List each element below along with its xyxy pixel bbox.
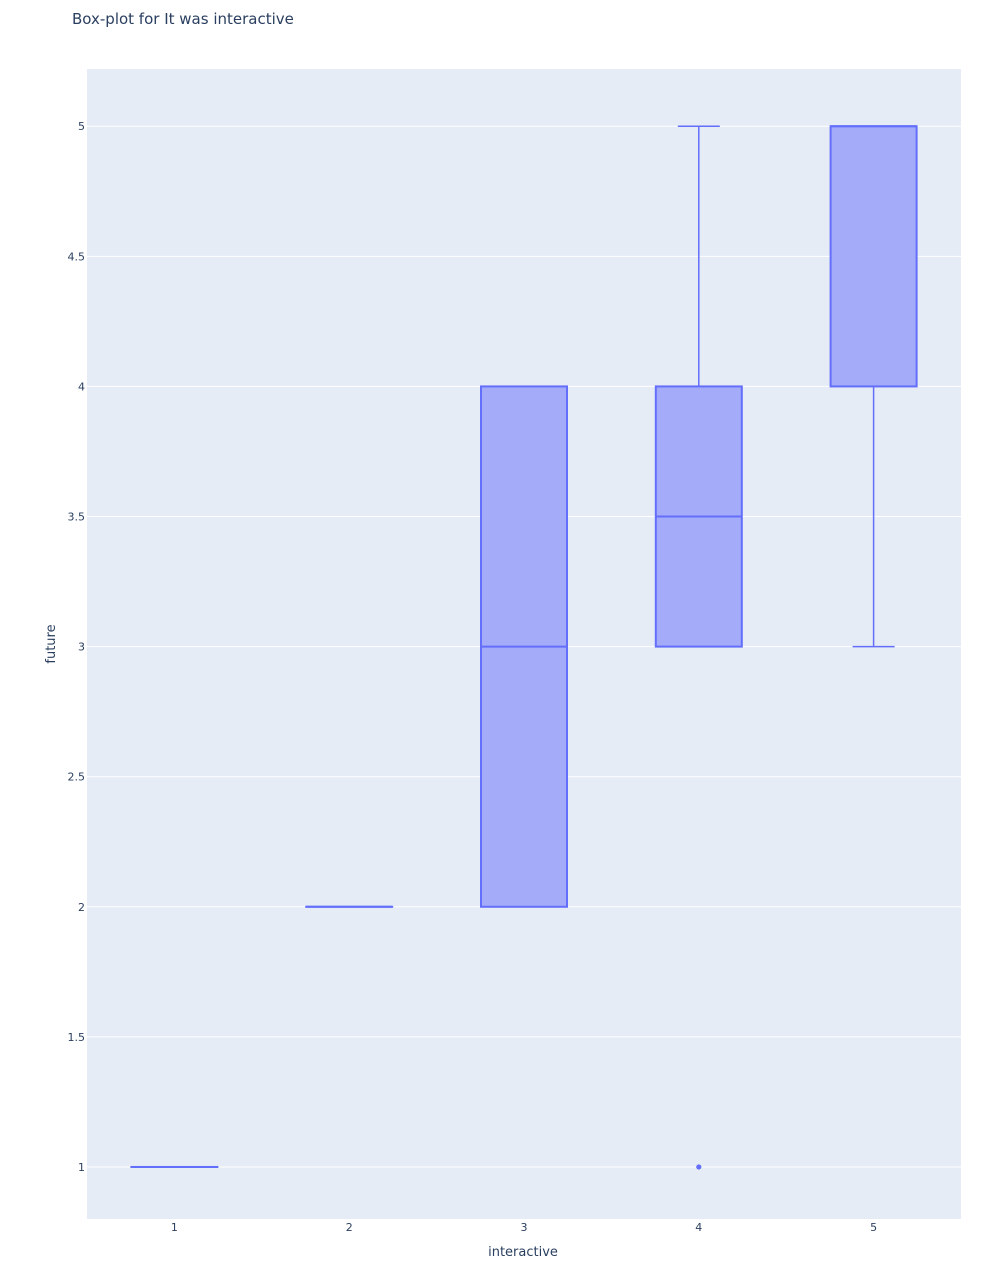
y-tick-label: 5 (78, 120, 85, 133)
box-5 (829, 125, 918, 648)
box-3 (480, 385, 568, 908)
y-tick-label: 1.5 (68, 1031, 86, 1044)
outlier-point (696, 1164, 702, 1170)
chart-title: Box-plot for It was interactive (72, 10, 294, 28)
x-tick-label: 4 (695, 1221, 702, 1234)
y-tick-label: 2.5 (68, 771, 86, 784)
x-tick-label: 3 (521, 1221, 528, 1234)
y-tick-label: 4 (78, 380, 85, 393)
x-tick-label: 2 (346, 1221, 353, 1234)
y-tick-label: 4.5 (68, 250, 86, 263)
box-4 (654, 125, 743, 1170)
y-axis-title: future (44, 624, 59, 663)
y-tick-label: 2 (78, 901, 85, 914)
y-tick-label: 3 (78, 641, 85, 654)
box-series (130, 125, 918, 1170)
y-axis-ticks: 1 1.5 2 2.5 3 3.5 4 4.5 5 (68, 120, 86, 1174)
box-body (829, 125, 918, 388)
x-tick-label: 1 (171, 1221, 178, 1234)
x-axis-title: interactive (488, 1245, 558, 1260)
y-tick-label: 1 (78, 1161, 85, 1174)
x-axis-ticks: 1 2 3 4 5 (171, 1221, 877, 1234)
x-tick-label: 5 (870, 1221, 877, 1234)
y-tick-label: 3.5 (68, 511, 86, 524)
